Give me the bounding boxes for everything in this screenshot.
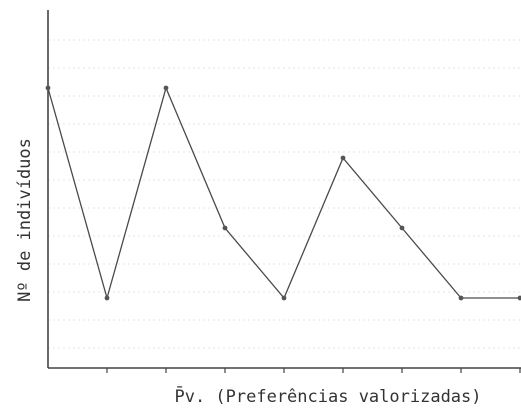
- y-axis-label: Nº de indivíduos: [15, 138, 35, 302]
- data-point: [400, 226, 405, 231]
- data-point: [459, 296, 464, 301]
- data-point: [341, 156, 346, 161]
- x-axis-label: P̄v. (Preferências valorizadas): [174, 385, 481, 407]
- data-point: [282, 296, 287, 301]
- data-point: [518, 296, 521, 301]
- data-points: [46, 86, 521, 301]
- data-point: [105, 296, 110, 301]
- grid-lines: [48, 40, 521, 348]
- data-point: [223, 226, 228, 231]
- data-point: [46, 86, 51, 91]
- data-point: [164, 86, 169, 91]
- series-line: [48, 88, 520, 298]
